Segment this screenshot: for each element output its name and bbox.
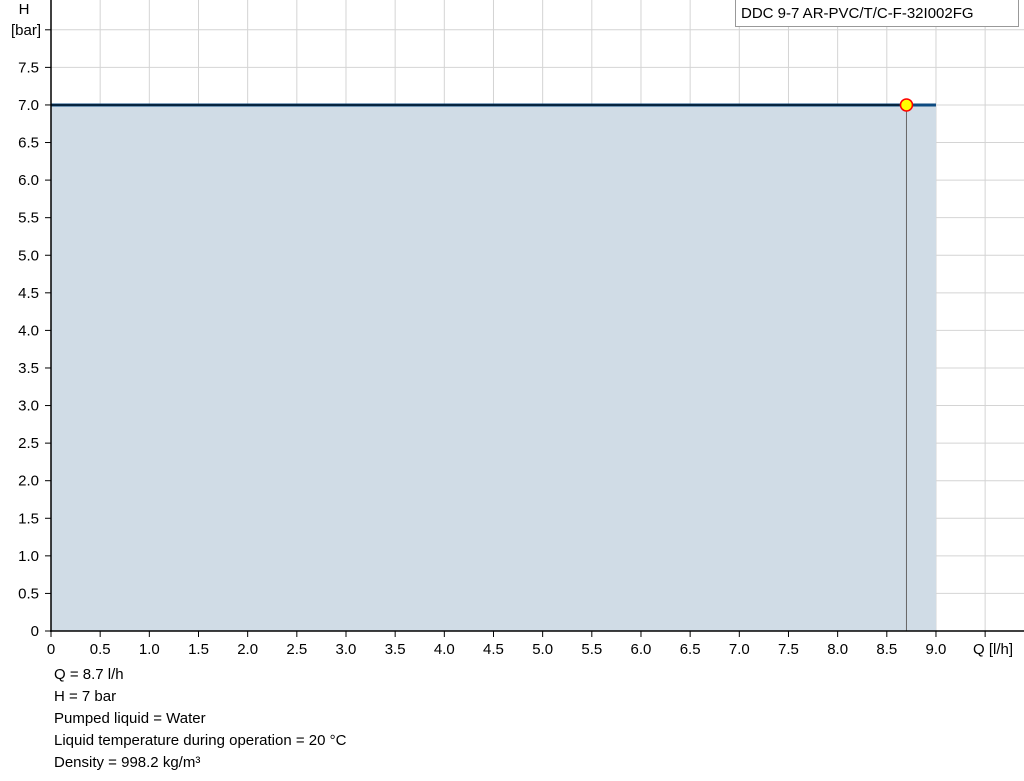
operating-info: Q = 8.7 l/h H = 7 bar Pumped liquid = Wa… (54, 664, 346, 774)
axes: 0 0.5 1.0 1.5 2.0 2.5 3.0 3.5 4.0 4.5 5.0 5.5 6.0 6.5… (18, 0, 1024, 658)
x-tick-label: 2.5 (286, 641, 307, 658)
x-tick-label: 4.5 (483, 641, 504, 658)
x-tick-label: 1.0 (139, 641, 160, 658)
y-tick-label: 2.0 (18, 473, 39, 490)
x-tick-label: 1.5 (188, 641, 209, 658)
y-tick-label: 4.5 (18, 285, 39, 302)
x-tick-label: 8.0 (827, 641, 848, 658)
x-tick-label: 5.0 (532, 641, 553, 658)
y-tick-label: 2.5 (18, 435, 39, 452)
legend-entry: DDC 9-7 AR-PVC/T/C-F-32I002FG (741, 5, 974, 22)
y-tick-label: 3.5 (18, 360, 39, 377)
x-tick-label: 0.5 (90, 641, 111, 658)
x-tick-label: 6.0 (631, 641, 652, 658)
pump-curve-chart: 0 0.5 1.0 1.5 2.0 2.5 3.0 3.5 4.0 4.5 5.0 5.5 6.0 6.5… (11, 0, 1024, 658)
y-tick-label: 1.0 (18, 548, 39, 565)
y-tick-label: 6.0 (18, 172, 39, 189)
x-tick-label: 8.5 (876, 641, 897, 658)
y-tick-label: 7.0 (18, 97, 39, 114)
x-tick-label: 3.0 (336, 641, 357, 658)
x-tick-label: 6.5 (680, 641, 701, 658)
x-tick-label: 4.0 (434, 641, 455, 658)
curve-area (51, 104, 936, 631)
y-tick-label: 5.0 (18, 247, 39, 264)
y-axis-unit: [bar] (11, 22, 41, 39)
info-liquid: Pumped liquid = Water (54, 710, 206, 727)
info-head: H = 7 bar (54, 688, 117, 705)
y-tick-label: 3.0 (18, 398, 39, 415)
y-tick-label: 6.5 (18, 135, 39, 152)
y-tick-label: 5.5 (18, 210, 39, 227)
y-tick-label: 1.5 (18, 510, 39, 527)
info-temperature: Liquid temperature during operation = 20… (54, 732, 347, 749)
info-flow: Q = 8.7 l/h (54, 666, 124, 683)
x-tick-label: 5.5 (581, 641, 602, 658)
x-tick-label: 2.0 (237, 641, 258, 658)
series (51, 98, 936, 631)
x-tick-label: 7.0 (729, 641, 750, 658)
info-density: Density = 998.2 kg/m³ (54, 754, 201, 771)
y-tick-label: 7.5 (18, 59, 39, 76)
x-tick-label: 9.0 (926, 641, 947, 658)
y-axis-label: H (19, 1, 30, 18)
x-tick-label: 7.5 (778, 641, 799, 658)
y-tick-label: 0.5 (18, 585, 39, 602)
x-tick-label: 0 (47, 641, 55, 658)
legend: DDC 9-7 AR-PVC/T/C-F-32I002FG (735, 0, 1019, 27)
x-tick-label: 3.5 (385, 641, 406, 658)
operating-point (899, 98, 914, 112)
y-tick-label: 0 (31, 623, 39, 640)
x-axis-label: Q [l/h] (973, 641, 1013, 658)
y-tick-label: 4.0 (18, 322, 39, 339)
